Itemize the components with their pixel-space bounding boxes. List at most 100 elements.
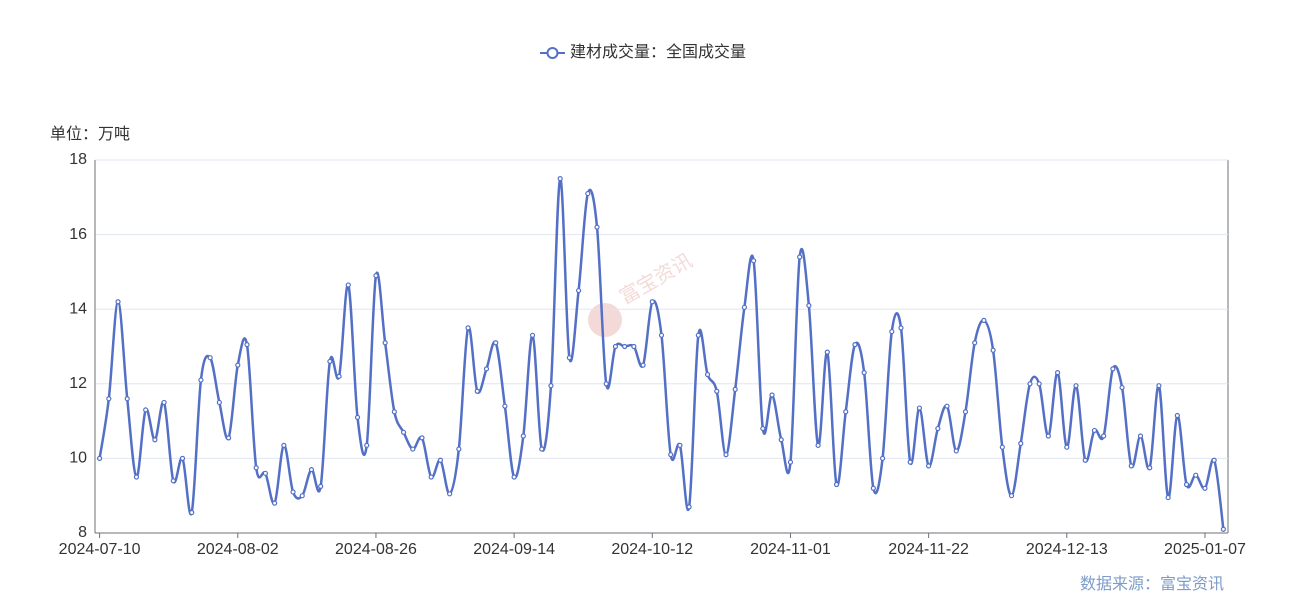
- data-point: [1101, 433, 1107, 439]
- data-point: [382, 340, 388, 346]
- y-axis-label: 单位：万吨: [50, 125, 130, 143]
- legend-marker: [546, 47, 559, 59]
- series-line: [98, 177, 1225, 530]
- data-point: [161, 399, 167, 406]
- data-point: [1147, 465, 1153, 471]
- data-point: [474, 388, 480, 394]
- data-point: [548, 383, 554, 389]
- data-point: [557, 176, 563, 182]
- x-tick-label: 2024-08-26: [335, 541, 417, 558]
- data-point: [410, 446, 416, 452]
- data-point: [345, 282, 351, 288]
- data-point: [493, 340, 499, 346]
- data-point: [843, 409, 849, 415]
- data-point: [658, 332, 665, 338]
- data-point: [253, 465, 259, 471]
- data-point: [1211, 457, 1217, 463]
- data-point: [520, 433, 526, 439]
- data-point: [428, 474, 434, 480]
- watermark-logo: [588, 303, 622, 337]
- data-point: [1183, 481, 1190, 488]
- data-point: [299, 493, 305, 499]
- data-point: [143, 407, 149, 413]
- data-point: [953, 448, 959, 454]
- data-point: [833, 481, 840, 488]
- data-point: [198, 377, 204, 383]
- data-point: [133, 474, 140, 480]
- data-point: [354, 414, 361, 420]
- data-point: [1110, 366, 1116, 372]
- data-point: [575, 287, 582, 294]
- data-point: [769, 392, 775, 398]
- data-point: [1073, 383, 1079, 389]
- data-point: [787, 459, 794, 465]
- data-point: [152, 437, 158, 443]
- data-point: [585, 190, 591, 197]
- data-point: [695, 332, 701, 338]
- data-point: [824, 349, 830, 355]
- data-point: [622, 343, 628, 350]
- y-tick-label: 18: [69, 151, 87, 168]
- y-tick-label: 12: [69, 375, 87, 392]
- data-point: [244, 342, 250, 348]
- data-point: [1119, 384, 1125, 391]
- data-point: [1128, 463, 1134, 469]
- x-tick-label: 2024-11-22: [888, 541, 969, 558]
- data-point: [1174, 412, 1180, 419]
- data-point: [935, 425, 941, 432]
- data-point: [990, 347, 996, 353]
- data-point: [861, 370, 867, 376]
- data-point: [207, 355, 213, 361]
- x-tick-label: 2024-10-12: [611, 541, 693, 558]
- data-point: [391, 409, 397, 415]
- data-point: [797, 254, 803, 260]
- data-point: [686, 504, 692, 510]
- data-point: [815, 442, 821, 448]
- data-point: [308, 466, 315, 473]
- data-point: [1008, 493, 1015, 499]
- legend-label: 建材成交量：全国成交量: [570, 43, 746, 61]
- data-point: [419, 435, 425, 441]
- data-point: [456, 446, 462, 452]
- data-point: [318, 483, 324, 489]
- data-point: [189, 509, 195, 516]
- data-point: [529, 332, 536, 338]
- data-point: [373, 273, 379, 279]
- data-point: [649, 299, 655, 305]
- data-point: [1064, 444, 1070, 450]
- data-point: [603, 381, 609, 387]
- watermark: 富宝资讯: [588, 249, 696, 337]
- y-tick-label: 8: [78, 524, 87, 541]
- data-point: [668, 452, 674, 458]
- data-point: [511, 474, 517, 480]
- data-point: [704, 371, 711, 378]
- data-point: [741, 304, 748, 310]
- source: 数据来源：富宝资讯: [1080, 575, 1224, 593]
- data-point: [594, 224, 600, 230]
- data-point: [179, 455, 186, 461]
- data-point: [170, 478, 176, 484]
- data-point: [336, 373, 342, 379]
- data-point: [281, 442, 287, 448]
- data-point: [1018, 440, 1024, 447]
- data-point: [778, 437, 784, 443]
- legend: 建材成交量：全国成交量: [540, 43, 746, 61]
- data-point: [852, 342, 858, 348]
- data-point: [1202, 485, 1208, 491]
- data-point: [926, 463, 932, 469]
- data-point: [806, 302, 812, 309]
- y-tick-label: 10: [69, 450, 87, 467]
- data-point: [566, 355, 572, 361]
- data-point: [972, 340, 978, 346]
- data-point: [539, 446, 545, 452]
- data-point: [640, 362, 646, 368]
- data-point: [760, 425, 766, 432]
- data-point: [631, 343, 637, 350]
- data-point: [612, 343, 619, 350]
- data-point: [1165, 494, 1171, 501]
- data-point: [400, 429, 407, 435]
- x-tick-label: 2024-09-14: [473, 541, 555, 558]
- data-point: [97, 455, 103, 461]
- data-point: [732, 386, 738, 392]
